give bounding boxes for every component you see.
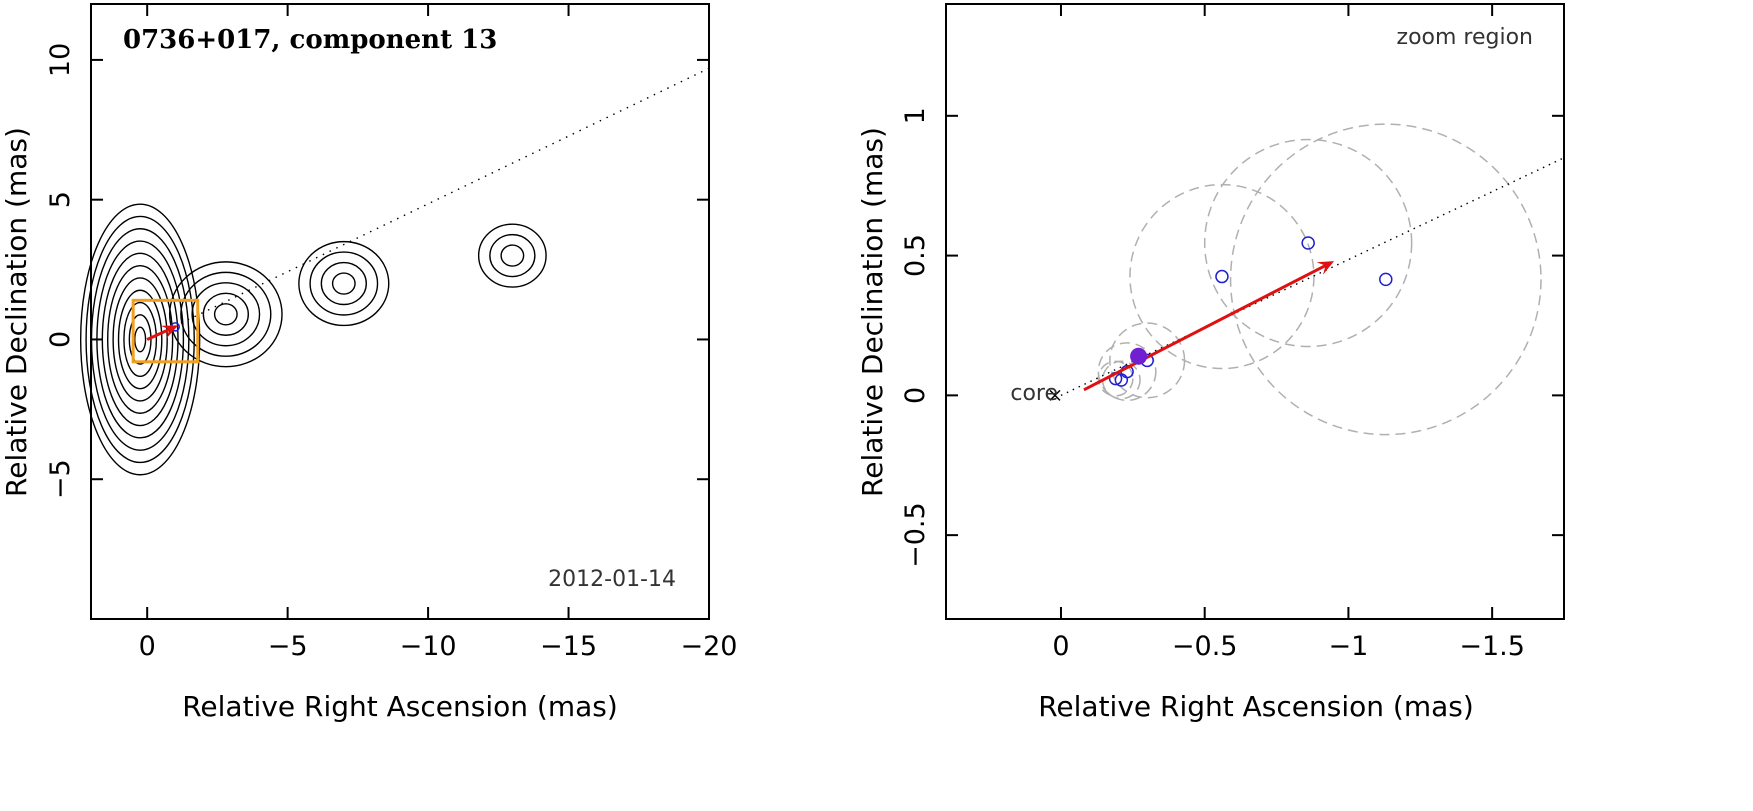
fit-circle xyxy=(1101,360,1141,400)
contour-level xyxy=(123,301,158,378)
fit-circle xyxy=(1097,360,1134,397)
left-y-tick-label: 5 xyxy=(45,191,76,208)
left-panel: 0 −5 −10 −15 −20 −5 0 5 10 0736+017, component 1… xyxy=(0,3,737,723)
contour-level xyxy=(128,314,152,365)
fit-circle xyxy=(1129,183,1315,370)
right-panel: 0 −0.5 −1 −1.5 −0.5 0 0.5 1 zoom region core Re… xyxy=(856,3,1565,723)
left-x-tick-label: −20 xyxy=(681,631,738,662)
right-motion-arrow xyxy=(1083,263,1328,392)
left-x-tick-label: −10 xyxy=(400,631,457,662)
contour-level xyxy=(320,261,367,306)
contour-level xyxy=(117,289,163,390)
contour-level xyxy=(112,277,168,402)
right-x-tick-label: 0 xyxy=(1052,631,1069,662)
left-y-tick-label: 10 xyxy=(45,43,76,77)
contour-level xyxy=(101,252,179,427)
component-position-point xyxy=(1301,236,1315,250)
right-x-axis-label: Relative Right Ascension (mas) xyxy=(1038,690,1474,723)
right-y-tick-label: −0.5 xyxy=(900,502,931,568)
right-overlay xyxy=(1049,157,1565,401)
contour-level xyxy=(85,215,195,464)
contour-level xyxy=(107,264,174,414)
contour-level xyxy=(79,203,201,476)
right-chart-title: zoom region xyxy=(1397,25,1533,50)
left-x-tick-label: −5 xyxy=(268,631,308,662)
component-position-point xyxy=(1215,269,1229,284)
left-motion-arrow-head xyxy=(160,325,179,339)
contour-level xyxy=(168,261,283,368)
right-x-tick-label: −1.5 xyxy=(1459,631,1525,662)
contour-level xyxy=(202,292,250,336)
contour-level xyxy=(489,233,536,278)
right-plot-frame xyxy=(945,3,1565,620)
right-motion-arrow-head xyxy=(1316,261,1335,275)
right-y-tick-label: 0.5 xyxy=(900,234,931,277)
right-x-tick-label: −1 xyxy=(1329,631,1369,662)
left-x-tick-label: 0 xyxy=(139,631,156,662)
left-x-axis-label: Relative Right Ascension (mas) xyxy=(182,690,618,723)
contour-level xyxy=(90,228,190,451)
left-chart-title: 0736+017, component 13 xyxy=(123,25,497,55)
contour-level xyxy=(298,240,390,327)
right-x-tick-label: −0.5 xyxy=(1172,631,1238,662)
left-y-axis-label: Relative Declination (mas) xyxy=(0,127,33,497)
right-ticks: 0 −0.5 −1 −1.5 −0.5 0 0.5 1 xyxy=(900,4,1564,662)
contour-level xyxy=(96,240,185,439)
left-y-tick-label: 0 xyxy=(45,331,76,348)
contour-level xyxy=(134,326,147,353)
right-fit-circles xyxy=(1097,123,1542,436)
left-motion-arrow xyxy=(146,327,172,341)
contour-level xyxy=(331,272,356,295)
zoom-region-box xyxy=(131,298,200,364)
epoch-date-label: 2012-01-14 xyxy=(548,567,676,592)
component-position-point xyxy=(1379,272,1393,287)
contour-level xyxy=(309,251,379,316)
fit-circle xyxy=(1229,123,1542,436)
fit-circle xyxy=(1203,138,1413,348)
contour-level xyxy=(500,244,525,267)
core-cross xyxy=(1049,389,1061,401)
left-contours xyxy=(79,203,547,476)
highlighted-epoch-point xyxy=(1130,347,1148,365)
contour-level xyxy=(180,271,272,357)
right-y-tick-label: 1 xyxy=(900,107,931,124)
contour-level xyxy=(191,282,261,347)
left-y-tick-label: −5 xyxy=(45,459,76,499)
left-x-tick-label: −15 xyxy=(540,631,597,662)
jet-ridge-line xyxy=(146,67,710,341)
left-ticks: 0 −5 −10 −15 −20 −5 0 5 10 xyxy=(45,4,737,662)
contour-level xyxy=(213,303,238,326)
right-y-tick-label: 0 xyxy=(900,387,931,404)
contour-level xyxy=(477,223,547,288)
left-overlay xyxy=(131,67,710,364)
right-y-axis-label: Relative Declination (mas) xyxy=(856,127,889,497)
left-plot-frame xyxy=(90,3,710,620)
core-label: core xyxy=(1010,381,1058,406)
fit-circle xyxy=(1097,342,1157,402)
